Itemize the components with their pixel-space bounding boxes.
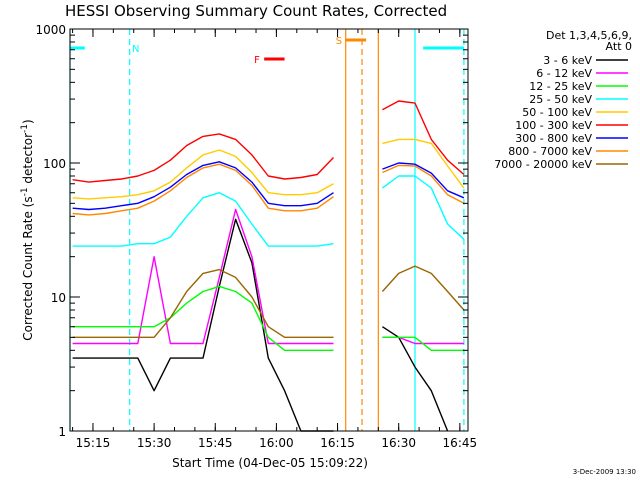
series-layer bbox=[72, 100, 465, 432]
series-line-1 bbox=[72, 208, 464, 345]
chart-title: HESSI Observing Summary Count Rates, Cor… bbox=[65, 2, 447, 20]
legend-label-5: 100 - 300 keV bbox=[515, 119, 592, 132]
x-tick-label-4: 16:15 bbox=[320, 436, 355, 450]
y-tick-label-1: 10 bbox=[51, 291, 66, 305]
x-tick-label-2: 15:45 bbox=[198, 436, 233, 450]
legend-label-2: 12 - 25 keV bbox=[529, 80, 592, 93]
x-tick-label-1: 15:30 bbox=[137, 436, 172, 450]
footer-timestamp: 3-Dec-2009 13:30 bbox=[573, 468, 636, 476]
x-tick-label-5: 16:30 bbox=[381, 436, 416, 450]
series-line-6 bbox=[72, 161, 465, 211]
y-tick-label-3: 1000 bbox=[35, 23, 66, 37]
legend-label-0: 3 - 6 keV bbox=[543, 54, 592, 67]
series-line-5 bbox=[72, 100, 465, 183]
annotation-label-s: S bbox=[336, 36, 342, 47]
legend-title-line-1: Det 1,3,4,5,6,9, bbox=[546, 29, 632, 42]
x-tick-label-3: 16:00 bbox=[259, 436, 294, 450]
series-line-0 bbox=[72, 218, 449, 432]
axes: 15:15 15:30 15:45 16:00 16:15 16:30 16:45 1 10 10… bbox=[35, 23, 477, 450]
x-tick-label-6: 16:45 bbox=[443, 436, 478, 450]
annotation-label-f: F bbox=[254, 55, 260, 66]
legend-label-8: 7000 - 20000 keV bbox=[494, 158, 592, 171]
annotation-label-n: N bbox=[132, 44, 139, 55]
annotation-layer: N F S bbox=[69, 29, 465, 431]
legend-label-1: 6 - 12 keV bbox=[536, 67, 592, 80]
y-tick-label-0: 1 bbox=[58, 425, 66, 439]
x-axis-label: Start Time (04-Dec-05 15:09:22) bbox=[172, 456, 368, 470]
legend-title-line-2: Att 0 bbox=[606, 40, 632, 53]
legend-label-7: 800 - 7000 keV bbox=[508, 145, 592, 158]
series-line-4 bbox=[72, 138, 465, 200]
series-line-8 bbox=[72, 265, 465, 338]
series-line-2 bbox=[72, 285, 464, 351]
y-axis-label: Corrected Count Rate (s-1 detector-1) bbox=[20, 119, 35, 340]
y-tick-label-2: 100 bbox=[43, 157, 66, 171]
legend-label-3: 25 - 50 keV bbox=[529, 93, 592, 106]
x-tick-label-0: 15:15 bbox=[76, 436, 111, 450]
plot-frame bbox=[69, 28, 469, 432]
legend-label-6: 300 - 800 keV bbox=[515, 132, 592, 145]
legend-label-4: 50 - 100 keV bbox=[522, 106, 592, 119]
series-line-3 bbox=[72, 175, 465, 247]
series-line-7 bbox=[72, 163, 465, 216]
